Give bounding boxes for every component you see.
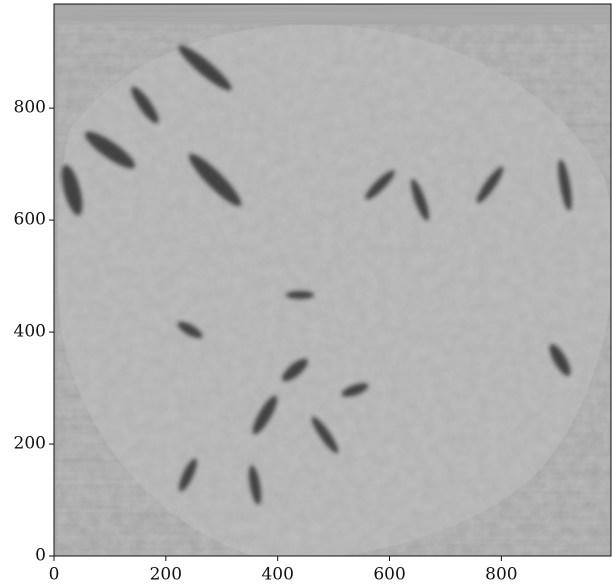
plot-frame <box>53 3 612 557</box>
y-tick-label: 400 <box>14 322 46 342</box>
x-tick-label: 800 <box>485 565 517 585</box>
x-tick-label: 0 <box>49 565 60 585</box>
x-tick-label: 400 <box>261 565 293 585</box>
y-tick-label: 200 <box>14 434 46 454</box>
x-tick-label: 600 <box>373 565 405 585</box>
x-tick-label: 200 <box>150 565 182 585</box>
y-tick-label: 800 <box>14 98 46 118</box>
dark-fibrils <box>61 45 572 505</box>
image <box>54 4 611 556</box>
y-tick-label: 600 <box>14 210 46 230</box>
y-tick-label: 0 <box>35 546 46 566</box>
